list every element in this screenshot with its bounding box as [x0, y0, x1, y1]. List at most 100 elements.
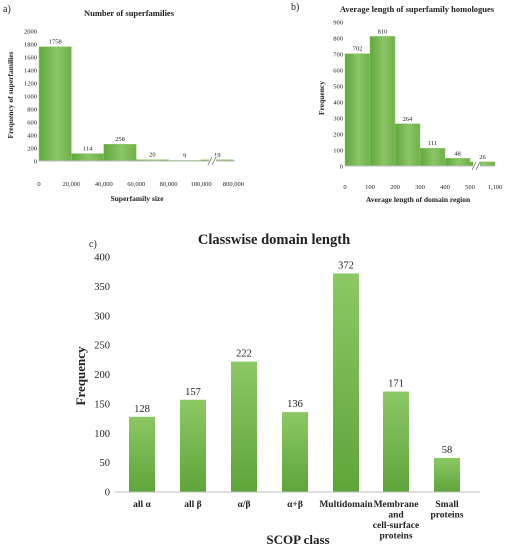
panel-c-x-tick-label: Small proteins [430, 500, 463, 521]
panel-c-bar [129, 416, 155, 492]
panel-b-bar [344, 53, 371, 167]
panel-c-data-label: 136 [287, 399, 303, 410]
panel-c-title: Classwise domain length [198, 232, 350, 248]
panel-b-y-tick-label: 200 [333, 131, 343, 138]
panel-b-y-tick-label: 600 [333, 67, 343, 74]
panel-a-y-tick-label: 2000 [24, 28, 37, 35]
panel-b-bar [419, 147, 446, 167]
panel-c-y-tick-label: 100 [94, 429, 110, 440]
panel-c-x-tick-label: Multidomain [319, 500, 373, 510]
panel-a-bar [103, 143, 137, 162]
panel-c-x-tick-label: Membrane and cell-surface proteins [373, 500, 419, 542]
panel-b-bar [369, 36, 396, 167]
panel-c-bar [180, 399, 206, 492]
panel-a-title: Number of superfamilies [84, 8, 175, 18]
panel-c-data-label: 128 [134, 404, 150, 415]
panel-c-data-label: 222 [236, 349, 252, 360]
panel-b-x-tick-label: 300 [415, 184, 425, 191]
panel-a-y-tick-label: 1400 [24, 67, 37, 74]
panel-c-x-tick-label: all β [184, 500, 201, 510]
panel-b-x-tick-label: 400 [440, 184, 450, 191]
panel-c-bar [282, 412, 308, 492]
panel-c-bar [434, 457, 460, 492]
panel-a-y-tick-label: 400 [27, 132, 37, 139]
panel-b-x-axis-label: Average length of domain region [366, 195, 471, 204]
panel-b-axis-break [471, 161, 481, 171]
panel-b-y-axis-label: Frequency [317, 81, 326, 115]
panel-a-data-label: 9 [183, 152, 186, 159]
panel-a-x-tick-label: 100,000 [190, 181, 211, 188]
panel-a-data-label: 114 [83, 146, 93, 153]
panel-a-y-axis-label: Frequency of superfamilies [6, 51, 15, 138]
panel-a-y-tick-label: 800 [27, 106, 37, 113]
panel-b-x-tick-label: 1,100 [488, 184, 503, 191]
panel-a-bar [38, 46, 72, 162]
panel-a-y-tick-label: 600 [27, 119, 37, 126]
panel-b-data-label: 264 [403, 116, 414, 123]
panel-a-x-tick-label: 80,000 [160, 181, 178, 188]
panel-b-x-tick-label: 0 [343, 184, 346, 191]
panel-a-x-axis-label: Superfamily size [110, 194, 164, 203]
panel-b-y-tick-label: 100 [333, 147, 343, 154]
panel-a-x-tick-label: 0 [37, 181, 40, 188]
panel-c-y-tick-label: 300 [94, 311, 110, 322]
panel-a-y-tick-label: 0 [34, 158, 37, 165]
panel-b-y-tick-label: 500 [333, 83, 343, 90]
panel-b-label: b) [291, 2, 299, 13]
panel-c-bar [231, 361, 257, 492]
panel-a-label: a) [3, 4, 11, 15]
panel-c-y-tick-label: 250 [94, 341, 110, 352]
panel-a-y-tick-label: 1600 [24, 54, 37, 61]
panel-b-data-label: 702 [353, 46, 363, 53]
panel-a-chart: a) Number of superfamilies Frequency of … [3, 4, 244, 203]
panel-c-y-tick-label: 350 [94, 282, 110, 293]
panel-c-bar [383, 391, 409, 492]
panel-a-data-label: 20 [149, 152, 156, 159]
panel-b-y-tick-label: 300 [333, 115, 343, 122]
panel-a-bar [71, 153, 105, 162]
panel-a-y-tick-label: 200 [27, 145, 37, 152]
panel-a-x-tick-label: 60,000 [127, 181, 145, 188]
panel-c-data-label: 58 [442, 445, 453, 456]
panel-b-data-label: 48 [454, 150, 461, 157]
panel-a-y-tick-label: 1000 [24, 93, 37, 100]
panel-b-chart: b) Average length of superfamily homolog… [291, 2, 502, 204]
panel-c-y-tick-label: 0 [105, 488, 110, 499]
panel-c-x-tick-label: α+β [287, 500, 303, 510]
panel-c-y-tick-label: 200 [94, 370, 110, 381]
panel-a-data-label: 19 [214, 152, 221, 159]
panel-a-x-tick-label: 20,000 [62, 181, 80, 188]
panel-c-data-label: 157 [185, 387, 201, 398]
panel-b-y-tick-label: 900 [333, 19, 343, 26]
panel-c-y-tick-label: 50 [100, 458, 111, 469]
panel-c-data-label: 171 [388, 379, 404, 390]
panel-b-x-tick-label: 500 [465, 184, 475, 191]
panel-c-chart: c) Classwise domain length Frequency SCO… [73, 232, 480, 547]
panel-b-y-tick-label: 800 [333, 35, 343, 42]
panel-c-y-tick-label: 150 [94, 399, 110, 410]
panel-c-x-tick-label: α/β [238, 500, 251, 510]
panel-a-y-tick-label: 1200 [24, 80, 37, 87]
panel-c-y-axis-label: Frequency [73, 346, 88, 405]
panel-c-label: c) [89, 239, 97, 250]
panel-a-x-tick-label: 800,000 [223, 181, 244, 188]
panel-c-bar [333, 273, 359, 492]
panel-b-title: Average length of superfamily homologues [340, 4, 495, 14]
panel-b-y-tick-label: 700 [333, 51, 343, 58]
panel-b-bar [444, 158, 471, 167]
panel-c-x-axis-label: SCOP class [266, 532, 329, 547]
panel-c-y-tick-label: 400 [94, 253, 110, 264]
panel-b-data-label: 810 [378, 28, 388, 35]
panel-b-bar [394, 123, 421, 167]
panel-a-y-tick-label: 1800 [24, 41, 37, 48]
panel-b-y-tick-label: 400 [333, 99, 343, 106]
panel-a-data-label: 1758 [49, 39, 62, 46]
panel-b-x-tick-label: 200 [390, 184, 400, 191]
panel-c-data-label: 372 [338, 260, 354, 271]
panel-c-x-tick-label: all α [133, 500, 151, 510]
panel-b-x-tick-label: 100 [365, 184, 375, 191]
panel-b-y-tick-label: 0 [340, 163, 343, 170]
panel-a-x-tick-label: 40,000 [95, 181, 113, 188]
panel-b-data-label: 111 [428, 140, 437, 147]
